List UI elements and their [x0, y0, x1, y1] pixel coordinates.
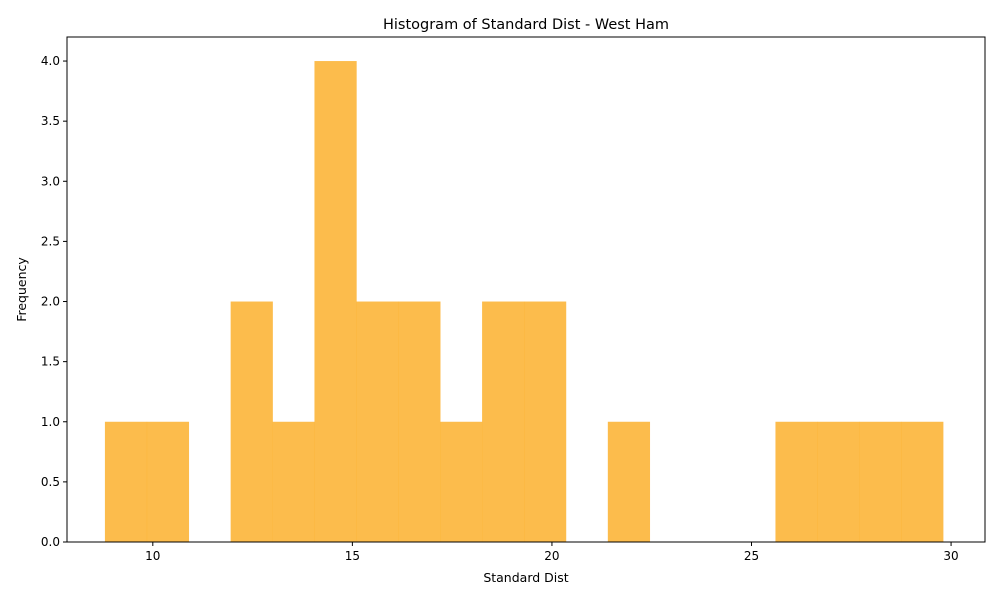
histogram-bar: [901, 421, 944, 542]
histogram-bar: [398, 301, 441, 542]
y-tick-label: 1.0: [41, 415, 60, 429]
histogram-bar: [482, 301, 525, 542]
x-tick-label: 30: [943, 549, 958, 563]
plot-frame: [66, 36, 986, 543]
x-axis: 10 15 20 25 30: [145, 542, 959, 563]
y-tick-label: 1.5: [41, 355, 60, 369]
y-tick-label: 0.0: [41, 535, 60, 549]
y-tick-label: 3.0: [41, 174, 60, 188]
x-tick-label: 15: [345, 549, 360, 563]
histogram-bar: [440, 421, 483, 542]
y-axis-label: Frequency: [14, 257, 29, 322]
x-axis-label: Standard Dist: [483, 570, 568, 585]
y-tick-label: 3.5: [41, 114, 60, 128]
y-tick-label: 2.0: [41, 295, 60, 309]
histogram-bar: [146, 421, 190, 542]
x-tick-label: 10: [145, 549, 160, 563]
y-tick-label: 0.5: [41, 475, 60, 489]
histogram-bar: [104, 421, 148, 542]
histogram-bar: [314, 61, 357, 543]
y-tick-label: 4.0: [41, 54, 60, 68]
histogram-bar: [356, 301, 399, 542]
histogram-bar: [859, 421, 902, 542]
histogram-bar: [817, 421, 860, 542]
histogram-bar: [524, 301, 567, 542]
histogram-bar: [230, 301, 273, 542]
histogram-bar: [775, 421, 818, 542]
bars-group: [104, 61, 944, 543]
x-tick-label: 25: [744, 549, 759, 563]
histogram-bar: [607, 421, 651, 542]
y-axis: 0.0 0.5 1.0 1.5 2.0 2.5 3.0 3.5 4.0: [41, 54, 67, 549]
chart-title: Histogram of Standard Dist - West Ham: [383, 17, 669, 33]
y-tick-label: 2.5: [41, 234, 60, 248]
x-tick-label: 20: [544, 549, 559, 563]
histogram-bar: [272, 421, 315, 542]
